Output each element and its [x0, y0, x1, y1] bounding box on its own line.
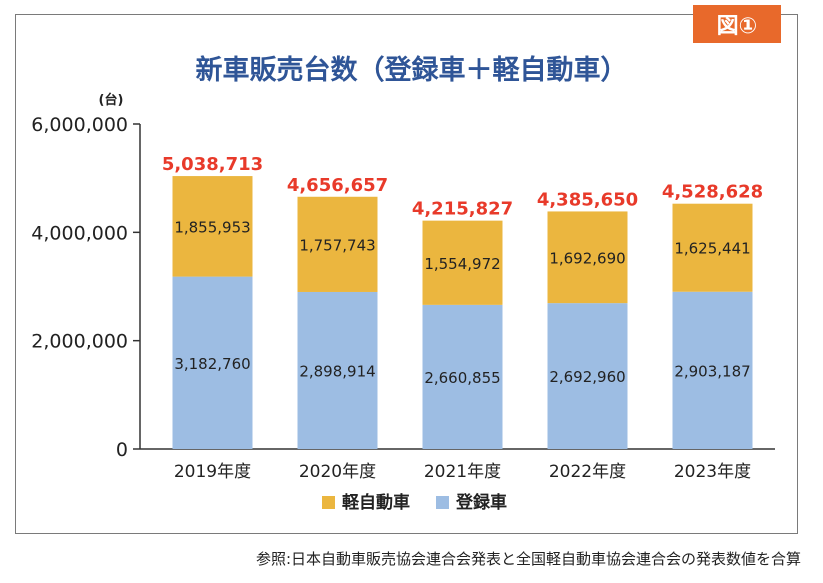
x-tick-label: 2022年度 [549, 462, 626, 482]
x-tick-label: 2021年度 [424, 462, 501, 482]
bar-total-label: 4,215,827 [412, 199, 513, 220]
bar-label-kei: 1,855,953 [174, 218, 250, 236]
bar-kei [172, 176, 253, 277]
y-tick-label: 0 [116, 439, 128, 461]
bar-label-registered: 3,182,760 [174, 355, 250, 373]
bar-label-registered: 2,898,914 [299, 362, 375, 380]
bar-total-label: 4,385,650 [537, 189, 638, 210]
x-tick-label: 2019年度 [174, 462, 251, 482]
bar-kei [547, 211, 628, 304]
bar-registered [172, 276, 253, 449]
y-axis-unit-label: (台) [99, 92, 124, 108]
bar-label-kei: 1,757,743 [299, 236, 375, 254]
bar-registered [422, 304, 503, 449]
bar-total-label: 4,656,657 [287, 175, 388, 196]
figure-badge: 図① [693, 5, 781, 43]
chart-frame [15, 14, 798, 534]
bar-label-kei: 1,554,972 [424, 255, 500, 273]
bar-total-label: 5,038,713 [162, 154, 263, 175]
bar-kei [297, 196, 378, 292]
bar-registered [672, 291, 753, 449]
bar-kei [672, 203, 753, 292]
bar-label-kei: 1,692,690 [549, 249, 625, 267]
legend-label: 登録車 [455, 492, 507, 513]
legend-swatch [322, 496, 335, 509]
bar-label-registered: 2,660,855 [424, 369, 500, 387]
y-tick-label: 4,000,000 [31, 222, 128, 244]
chart-title: 新車販売台数（登録車＋軽自動車） [195, 55, 628, 86]
bar-registered [297, 291, 378, 449]
legend-swatch [436, 496, 449, 509]
legend-label: 軽自動車 [342, 492, 410, 513]
bar-label-kei: 1,625,441 [674, 240, 750, 258]
bar-kei [422, 220, 503, 305]
bar-registered [547, 303, 628, 449]
bar-label-registered: 2,903,187 [674, 362, 750, 380]
bar-total-label: 4,528,628 [662, 182, 763, 203]
x-tick-label: 2023年度 [674, 462, 751, 482]
source-note: 参照:日本自動車販売協会連合会発表と全国軽自動車協会連合会の発表数値を合算 [255, 550, 801, 568]
bar-label-registered: 2,692,960 [549, 368, 625, 386]
y-tick-label: 2,000,000 [31, 331, 128, 353]
y-tick-label: 6,000,000 [31, 114, 128, 136]
x-tick-label: 2020年度 [299, 462, 376, 482]
